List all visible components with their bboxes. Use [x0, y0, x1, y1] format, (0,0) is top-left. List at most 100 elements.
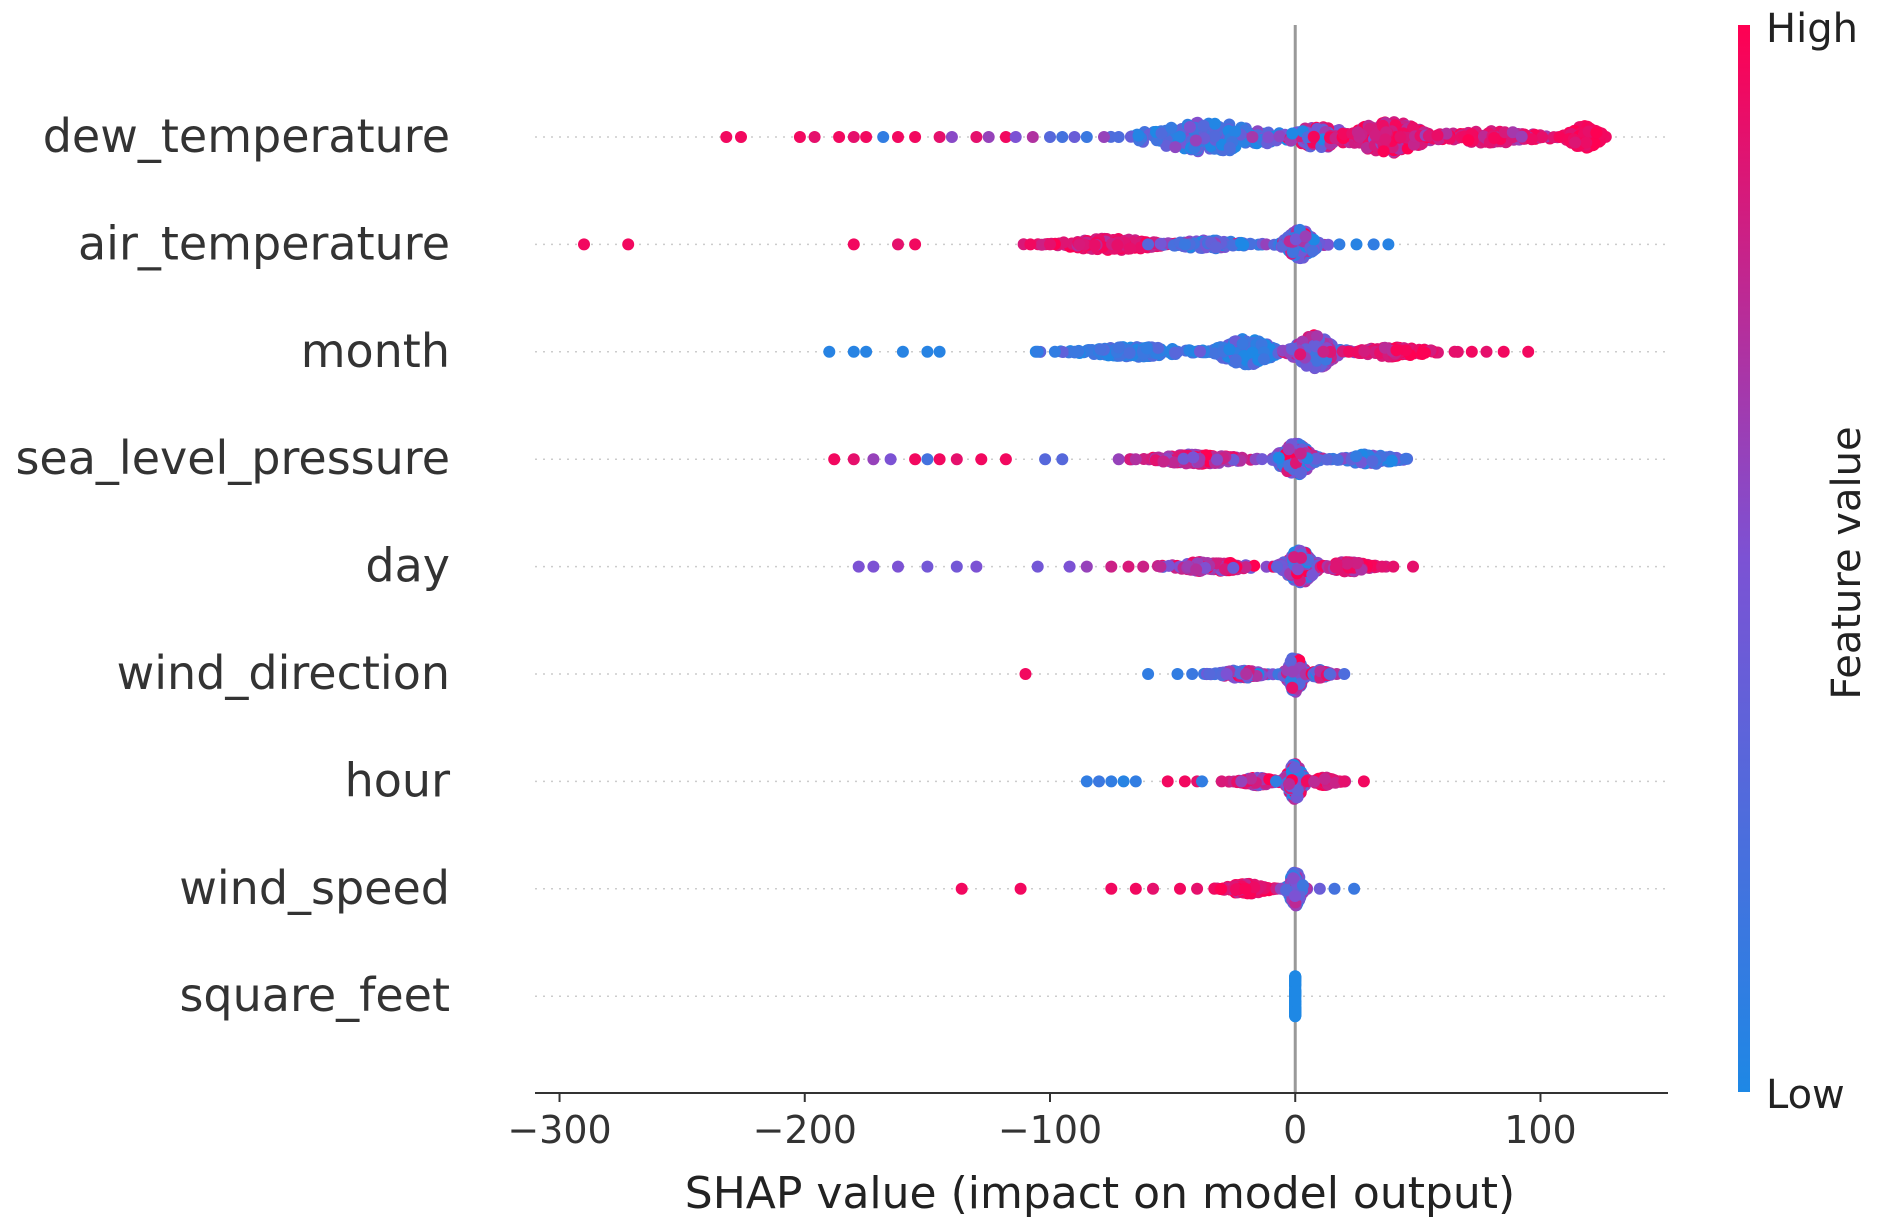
feature-label-hour: hour [345, 753, 450, 807]
outlier-point-day [1137, 560, 1150, 573]
colorbar-high-label: High [1766, 6, 1858, 52]
outlier-point-month [823, 345, 836, 358]
outlier-point-air_temperature [847, 238, 860, 251]
outlier-point-wind_direction [1203, 668, 1216, 680]
outlier-point-dew_temperature [735, 131, 747, 143]
outlier-point-day [852, 560, 865, 573]
feature-label-dew_temperature: dew_temperature [43, 109, 450, 163]
outlier-point-wind_speed [1328, 882, 1341, 895]
cluster-point-dew_temperature [1377, 145, 1390, 158]
cluster-point-hour [1245, 772, 1257, 785]
outlier-point-hour [1235, 775, 1248, 788]
cluster-point-air_temperature [1289, 233, 1302, 246]
outlier-point-dew_temperature [1098, 131, 1110, 143]
cluster-point-day [1227, 561, 1240, 574]
cluster-point-month [1358, 345, 1371, 358]
cluster-point-month [1152, 341, 1164, 354]
outlier-point-dew_temperature [933, 131, 946, 143]
outlier-point-wind_direction [1019, 668, 1032, 680]
cluster-point-month [1419, 346, 1431, 359]
cluster-point-month [1311, 330, 1324, 343]
outlier-point-wind_direction [1171, 668, 1184, 680]
cluster-point-month [1310, 354, 1323, 367]
feature-label-wind_speed: wind_speed [179, 861, 450, 915]
feature-points-sea_level_pressure [828, 437, 1414, 481]
cluster-point-air_temperature [1154, 237, 1167, 250]
outlier-point-day [1407, 560, 1419, 573]
cluster-point-sea_level_pressure [1177, 452, 1190, 465]
outlier-point-hour [1338, 775, 1351, 788]
feature-points-hour [1080, 758, 1370, 805]
cluster-point-sea_level_pressure [1168, 456, 1181, 469]
outlier-point-hour [1215, 775, 1228, 788]
cluster-point-wind_direction [1284, 655, 1297, 668]
cluster-point-dew_temperature [1580, 136, 1593, 149]
shap-points-layer [578, 116, 1612, 1023]
outlier-point-dew_temperature [1056, 131, 1069, 143]
cluster-point-hour [1329, 776, 1342, 789]
cluster-point-air_temperature [1124, 242, 1137, 255]
cluster-point-day [1329, 561, 1342, 574]
outlier-point-day [1154, 560, 1167, 573]
outlier-point-wind_direction [1186, 668, 1199, 680]
outlier-point-month [1031, 345, 1044, 358]
outlier-point-hour [1093, 775, 1105, 788]
cluster-point-sea_level_pressure [1157, 455, 1170, 468]
cluster-point-hour [1283, 778, 1295, 790]
outlier-point-sea_level_pressure [1039, 453, 1052, 466]
outlier-point-dew_temperature [860, 131, 873, 143]
outlier-point-month [896, 345, 909, 358]
cluster-point-dew_temperature [1307, 130, 1320, 143]
cluster-point-dew_temperature [1273, 130, 1286, 143]
cluster-point-sea_level_pressure [1331, 453, 1344, 466]
outlier-point-day [1105, 560, 1118, 573]
outlier-point-sea_level_pressure [828, 453, 841, 466]
cluster-point-air_temperature [1299, 230, 1312, 243]
outlier-point-air_temperature [909, 238, 922, 251]
cluster-point-square_feet [1289, 995, 1302, 1008]
cluster-point-day [1376, 560, 1388, 573]
feature-points-day [852, 544, 1419, 589]
outlier-point-dew_temperature [945, 131, 958, 143]
cluster-point-dew_temperature [1229, 125, 1242, 138]
cluster-point-hour [1288, 761, 1301, 774]
outlier-point-sea_level_pressure [884, 453, 897, 466]
outlier-point-hour [1080, 775, 1093, 788]
cluster-point-month [1094, 343, 1107, 356]
outlier-point-day [1387, 560, 1400, 573]
cluster-point-day [1291, 563, 1304, 576]
cluster-point-dew_temperature [1536, 131, 1549, 144]
cluster-point-day [1190, 563, 1203, 576]
outlier-point-sea_level_pressure [950, 453, 963, 466]
outlier-point-air_temperature [1044, 238, 1056, 251]
colorbar [1738, 25, 1750, 1092]
cluster-point-sea_level_pressure [1294, 447, 1307, 460]
cluster-point-air_temperature [1306, 245, 1319, 257]
x-axis-label: SHAP value (impact on model output) [685, 1168, 1515, 1219]
cluster-point-dew_temperature [1379, 133, 1392, 146]
cluster-point-dew_temperature [1422, 129, 1435, 142]
outlier-point-month [933, 345, 946, 358]
feature-points-square_feet [1289, 970, 1302, 1023]
cluster-point-dew_temperature [1431, 129, 1444, 142]
cluster-point-month [1317, 345, 1330, 358]
outlier-point-day [921, 560, 934, 573]
outlier-point-air_temperature [892, 238, 904, 251]
cluster-point-month [1390, 344, 1403, 357]
outlier-point-wind_speed [1105, 882, 1118, 895]
cluster-point-wind_speed [1248, 881, 1261, 894]
outlier-point-dew_temperature [1080, 131, 1093, 143]
outlier-point-wind_speed [1147, 882, 1159, 895]
cluster-point-dew_temperature [1569, 136, 1582, 149]
outlier-point-dew_temperature [982, 131, 995, 143]
outlier-point-dew_temperature [909, 131, 922, 143]
cluster-point-hour [1270, 775, 1282, 788]
outlier-point-sea_level_pressure [1056, 453, 1069, 466]
outlier-point-wind_direction [1338, 668, 1351, 680]
outlier-point-wind_speed [1313, 882, 1326, 895]
cluster-point-dew_temperature [1169, 141, 1182, 154]
outlier-point-dew_temperature [1068, 131, 1081, 143]
cluster-point-dew_temperature [1286, 127, 1299, 140]
outlier-point-dew_temperature [1112, 131, 1125, 143]
